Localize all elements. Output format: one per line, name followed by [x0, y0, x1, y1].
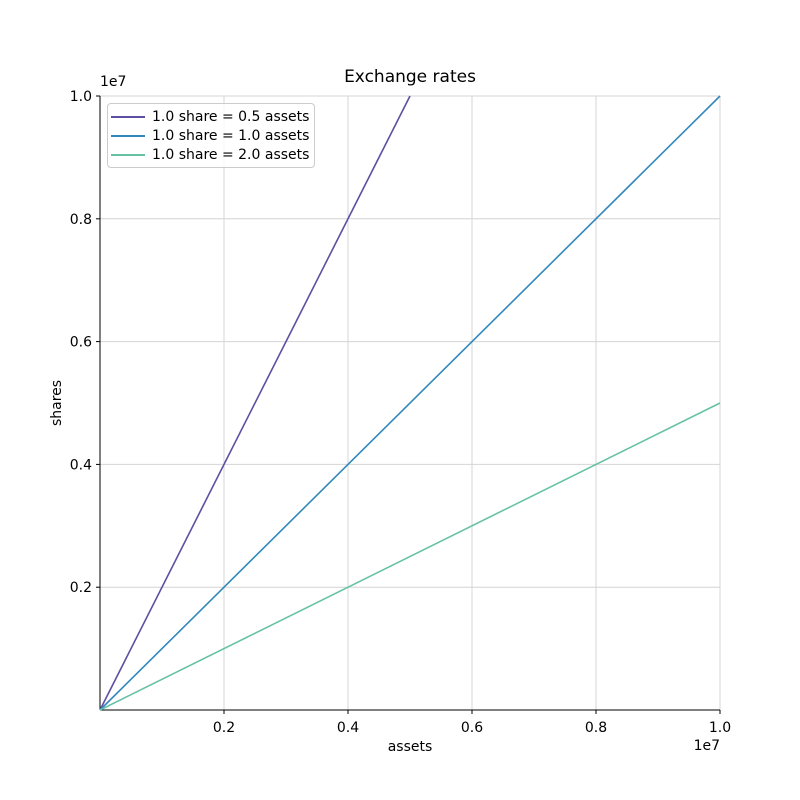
- legend-line-sample: [111, 153, 145, 156]
- legend-item-label: 1.0 share = 1.0 assets: [152, 127, 310, 144]
- x-tick-label: 0.8: [585, 720, 607, 736]
- y-tick-label: 1.0: [70, 89, 92, 105]
- series-line-2: [99, 402, 721, 711]
- x-tick-label: 0.4: [337, 720, 359, 736]
- legend-item-label: 1.0 share = 0.5 assets: [152, 108, 310, 125]
- x-tick-label: 0.2: [213, 720, 235, 736]
- y-tick-label: 0.2: [70, 580, 92, 596]
- x-axis-offset-label: 1e7: [693, 738, 720, 754]
- series-line-1: [99, 95, 721, 711]
- x-tick-label: 1.0: [709, 720, 731, 736]
- legend-line-sample: [111, 134, 145, 137]
- y-tick-label: 0.4: [70, 457, 92, 473]
- legend-item: 1.0 share = 1.0 assets: [111, 126, 310, 145]
- legend-line-sample: [111, 115, 145, 118]
- series-line-0: [99, 95, 411, 711]
- legend-item-label: 1.0 share = 2.0 assets: [152, 146, 310, 163]
- y-axis-label: shares: [49, 379, 65, 427]
- legend-item: 1.0 share = 0.5 assets: [111, 107, 310, 126]
- chart-title: Exchange rates: [344, 67, 476, 87]
- x-axis-label: assets: [387, 739, 433, 755]
- y-tick-label: 0.6: [70, 335, 92, 351]
- y-tick-label: 0.8: [70, 212, 92, 228]
- y-axis-offset-label: 1e7: [100, 74, 127, 90]
- legend-item: 1.0 share = 2.0 assets: [111, 145, 310, 164]
- x-tick-label: 0.6: [461, 720, 483, 736]
- legend: 1.0 share = 0.5 assets 1.0 share = 1.0 as…: [107, 103, 315, 168]
